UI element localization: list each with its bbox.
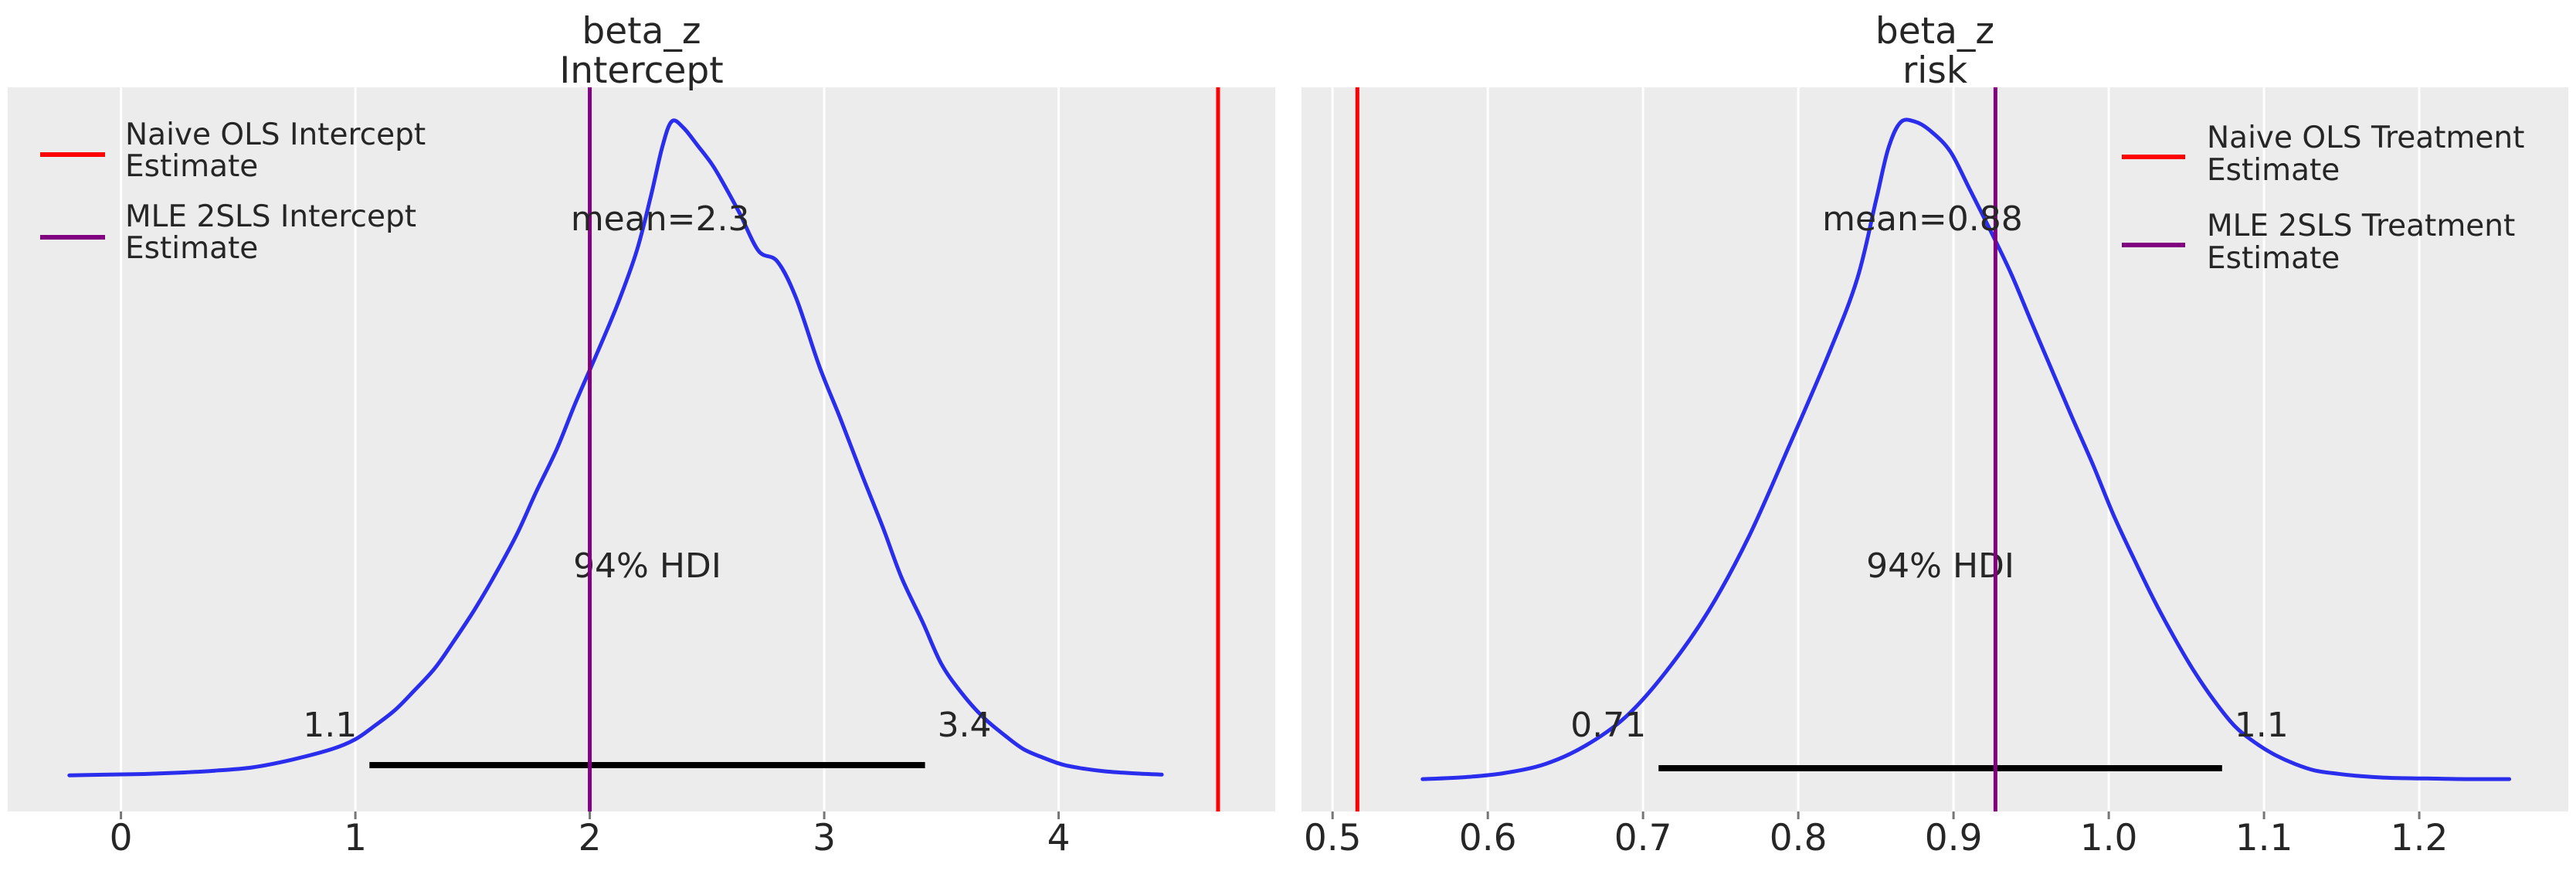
plot-title-line2: risk xyxy=(1902,49,1968,92)
legend-label-naive-ols-line1: Naive OLS Intercept xyxy=(125,117,426,152)
plot-title-line1: beta_z xyxy=(1875,10,1994,53)
hdi-lower-label: 0.71 xyxy=(1570,706,1646,745)
tick-label: 1 xyxy=(344,817,367,859)
legend-label-naive-ols-line2: Estimate xyxy=(2207,153,2340,188)
kde-curve xyxy=(67,118,1164,777)
hdi-prob-label: 94% HDI xyxy=(573,546,721,586)
tick-label: 0.6 xyxy=(1459,817,1517,859)
mean-label: mean=2.3 xyxy=(571,199,750,239)
hdi-upper-label: 1.1 xyxy=(2235,706,2289,745)
legend-label-naive-ols-line2: Estimate xyxy=(125,149,258,184)
tick-label: 4 xyxy=(1047,817,1071,859)
panel-background xyxy=(8,87,1275,811)
tick-label: 0 xyxy=(110,817,133,859)
legend-label-mle-2sls-line2: Estimate xyxy=(125,231,258,266)
kde-curve xyxy=(1420,117,2512,781)
tick-label: 1.0 xyxy=(2080,817,2138,859)
hdi-bar xyxy=(1658,765,2222,771)
tick-label: 0.7 xyxy=(1614,817,1672,859)
tick-label: 1.2 xyxy=(2391,817,2449,859)
plot-title-line2: Intercept xyxy=(559,49,723,92)
hdi-prob-label: 94% HDI xyxy=(1866,546,2014,586)
plot-title-line1: beta_z xyxy=(582,10,701,53)
tick-label: 0.5 xyxy=(1304,817,1362,859)
mean-label: mean=0.88 xyxy=(1822,199,2023,239)
hdi-bar xyxy=(369,762,925,768)
legend-label-mle-2sls-line1: MLE 2SLS Intercept xyxy=(125,199,416,234)
tick-label: 3 xyxy=(813,817,836,859)
tick-label: 0.9 xyxy=(1925,817,1983,859)
legend-label-mle-2sls-line1: MLE 2SLS Treatment xyxy=(2207,209,2515,243)
legend-label-naive-ols-line1: Naive OLS Treatment xyxy=(2207,121,2524,155)
tick-label: 2 xyxy=(579,817,602,859)
hdi-lower-label: 1.1 xyxy=(303,706,357,745)
tick-label: 1.1 xyxy=(2235,817,2293,859)
tick-label: 0.8 xyxy=(1770,817,1828,859)
hdi-upper-label: 3.4 xyxy=(938,706,992,745)
legend-label-mle-2sls-line2: Estimate xyxy=(2207,241,2340,276)
panel-background xyxy=(1302,87,2568,811)
